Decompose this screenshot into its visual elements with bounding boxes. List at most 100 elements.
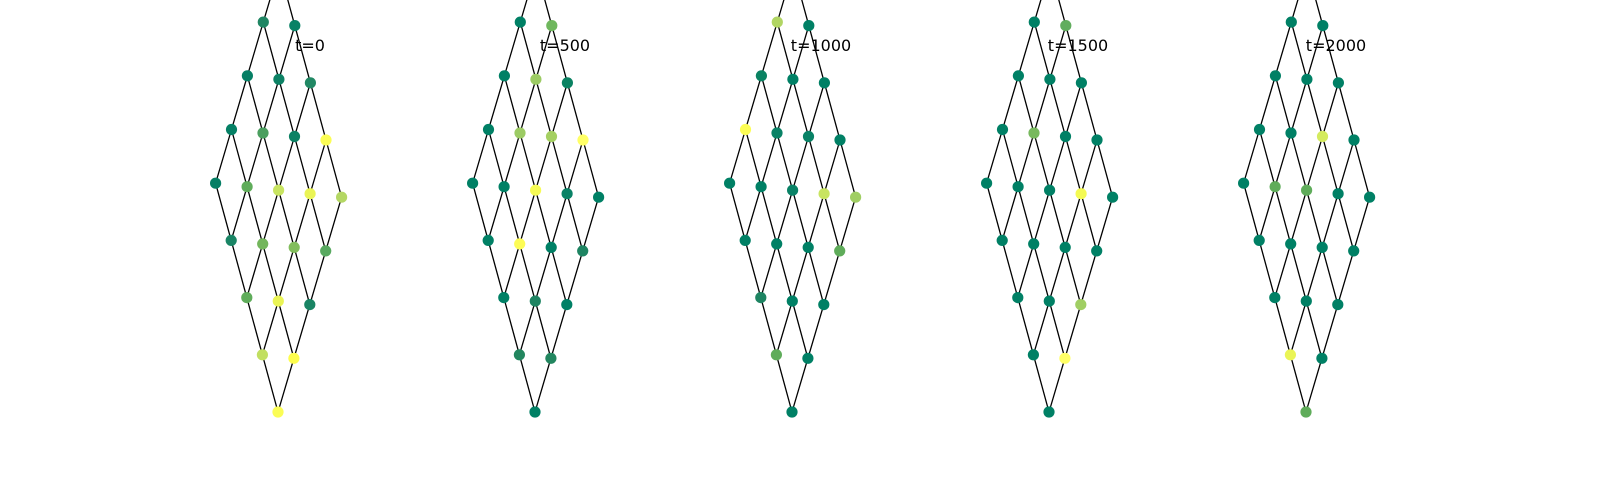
lattice-edge bbox=[550, 82, 569, 137]
lattice-edge bbox=[1321, 247, 1339, 305]
lattice-edge bbox=[230, 75, 249, 130]
lattice-edge bbox=[518, 300, 536, 355]
lattice-nodes bbox=[467, 16, 605, 418]
lattice-node bbox=[1300, 295, 1312, 307]
lattice-edge bbox=[293, 193, 311, 248]
lattice-node bbox=[273, 184, 285, 196]
lattice-edge bbox=[775, 354, 793, 413]
lattice-edge bbox=[760, 186, 778, 245]
lattice-edge bbox=[985, 183, 1003, 241]
lattice-edge bbox=[1080, 193, 1098, 252]
lattice-edge bbox=[791, 247, 809, 302]
panel-1: t=500 bbox=[467, 0, 605, 418]
lattice-edge bbox=[1064, 247, 1082, 305]
lattice-node bbox=[1027, 349, 1039, 361]
lattice-edge bbox=[1258, 75, 1277, 130]
lattice-node bbox=[1301, 184, 1313, 196]
lattice-edge bbox=[1033, 79, 1051, 134]
panel-title: t=1000 bbox=[791, 36, 851, 55]
lattice-edge bbox=[534, 136, 553, 191]
lattice-edge bbox=[1353, 197, 1371, 252]
lattice-edge bbox=[744, 129, 762, 187]
lattice-node bbox=[1269, 70, 1281, 82]
lattice-edge bbox=[246, 186, 264, 245]
lattice-node bbox=[241, 70, 253, 82]
lattice-node bbox=[577, 245, 589, 257]
lattice-node bbox=[1317, 20, 1329, 32]
lattice-edge bbox=[1305, 190, 1323, 248]
lattice-edge bbox=[287, 0, 296, 26]
lattice-edge bbox=[744, 186, 762, 241]
lattice-edge bbox=[1290, 0, 1299, 23]
lattice-node bbox=[739, 234, 751, 246]
lattice-edge bbox=[278, 25, 296, 80]
lattice-node bbox=[1012, 292, 1024, 304]
lattice-edge bbox=[1322, 25, 1340, 83]
lattice-node bbox=[467, 177, 479, 189]
lattice-node bbox=[498, 292, 510, 304]
lattice-edge bbox=[1017, 243, 1035, 298]
lattice-node bbox=[257, 238, 269, 250]
lattice-node bbox=[786, 406, 798, 418]
lattice-node bbox=[241, 292, 253, 304]
lattice-node bbox=[513, 349, 526, 361]
lattice-edge bbox=[728, 129, 747, 184]
lattice-edge bbox=[518, 354, 536, 413]
lattice-node bbox=[1300, 406, 1312, 418]
lattice-nodes bbox=[210, 16, 348, 418]
lattice-edge bbox=[791, 190, 809, 248]
lattice-node bbox=[1043, 406, 1055, 418]
lattice-node bbox=[1044, 184, 1056, 196]
lattice-node bbox=[787, 73, 799, 85]
panel-4: t=2000 bbox=[1238, 0, 1376, 418]
lattice-node bbox=[1364, 191, 1376, 203]
lattice-edge bbox=[519, 21, 537, 80]
lattice-edge bbox=[550, 193, 568, 248]
lattice-edge bbox=[1274, 75, 1292, 134]
lattice-node bbox=[545, 130, 558, 143]
lattice-node bbox=[834, 134, 846, 146]
lattice-edge bbox=[808, 25, 826, 83]
panel-title: t=2000 bbox=[1306, 36, 1366, 55]
lattice-node bbox=[546, 20, 558, 32]
lattice-edge bbox=[277, 190, 295, 248]
lattice-node bbox=[561, 188, 573, 200]
lattice-node bbox=[1075, 188, 1087, 200]
lattice-edge bbox=[823, 250, 841, 305]
lattice-edge bbox=[1305, 358, 1323, 413]
lattice-edge bbox=[1065, 25, 1083, 83]
lattice-node bbox=[529, 406, 541, 418]
panel-title: t=500 bbox=[540, 36, 590, 55]
lattice-edges bbox=[1242, 0, 1371, 413]
lattice-edge bbox=[1337, 139, 1355, 194]
lattice-node bbox=[320, 134, 332, 146]
lattice-node bbox=[1332, 299, 1344, 311]
lattice-node bbox=[210, 177, 222, 189]
lattice-edge bbox=[544, 0, 553, 26]
lattice-edge bbox=[534, 190, 552, 248]
lattice-edge bbox=[519, 79, 537, 134]
lattice-node bbox=[1348, 134, 1360, 146]
lattice-edges bbox=[985, 0, 1114, 413]
lattice-edge bbox=[1289, 354, 1307, 413]
lattice-edge bbox=[277, 358, 295, 413]
lattice-edge bbox=[293, 136, 311, 194]
lattice-nodes bbox=[981, 16, 1119, 418]
lattice-edge bbox=[1033, 0, 1042, 23]
lattice-node bbox=[981, 177, 993, 189]
lattice-node bbox=[288, 352, 300, 364]
lattice-edge bbox=[1017, 21, 1035, 76]
lattice-graph bbox=[981, 0, 1119, 418]
lattice-edge bbox=[1321, 304, 1339, 359]
lattice-edge bbox=[535, 25, 553, 80]
lattice-node bbox=[273, 73, 285, 85]
lattice-node bbox=[1043, 295, 1055, 307]
lattice-node bbox=[257, 127, 269, 139]
lattice-node bbox=[1285, 238, 1297, 250]
lattice-edge bbox=[1096, 139, 1114, 198]
lattice-node bbox=[787, 184, 799, 196]
lattice-node bbox=[577, 134, 589, 146]
lattice-edge bbox=[534, 358, 552, 413]
